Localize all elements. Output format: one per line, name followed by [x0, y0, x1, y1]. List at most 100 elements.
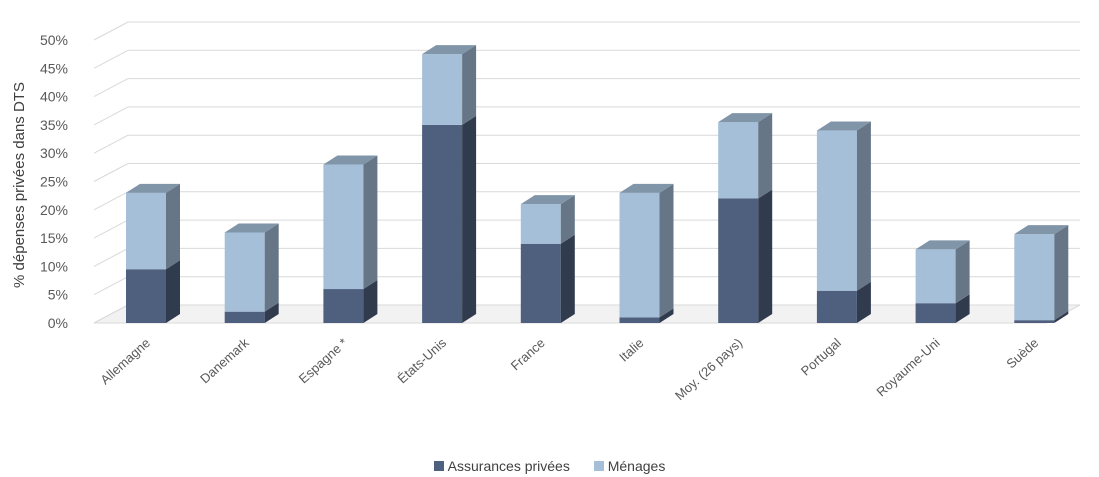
bar-top [619, 183, 674, 193]
bar-side [560, 195, 575, 244]
bar-segment [323, 155, 378, 290]
y-tick-label: 50% [40, 32, 68, 48]
x-category-label: Portugal [798, 335, 844, 379]
bar-side [560, 234, 575, 323]
y-tick-label: 25% [40, 174, 68, 190]
bar-front [422, 54, 463, 125]
bar-side [758, 189, 773, 323]
gridline-depth [93, 21, 129, 41]
bar-side [264, 223, 279, 312]
x-category-label: Suède [1003, 335, 1041, 371]
bar-top [816, 121, 871, 131]
x-category-label: Italie [616, 335, 646, 365]
gridline-depth [93, 49, 129, 69]
x-category-label: Danemark [197, 335, 252, 387]
bar-side [264, 302, 279, 323]
bar-top [915, 240, 970, 250]
legend-swatch-menages [593, 461, 604, 471]
gridline-depth [93, 78, 129, 98]
bar-front [520, 204, 561, 244]
gridline-depth [93, 191, 129, 211]
bar-front [1014, 320, 1055, 323]
bars [126, 45, 1069, 324]
bar-segment [915, 294, 970, 323]
bar-side [166, 260, 180, 323]
bar-top [718, 113, 773, 123]
bar-segment [422, 45, 477, 125]
bar-side [1054, 225, 1069, 321]
gridline-depth [93, 163, 129, 182]
bar-front [323, 164, 364, 290]
gridline-depth [93, 134, 129, 154]
gridlines [93, 21, 1080, 324]
bar-front [520, 243, 561, 323]
legend: Assurances privées Ménages [0, 458, 1099, 474]
bar-top [323, 155, 378, 165]
bar-segment [1014, 225, 1069, 321]
y-tick-label: 10% [40, 258, 68, 274]
bar-front [619, 317, 660, 323]
bar-segment [816, 121, 871, 291]
gridline-depth [93, 247, 129, 267]
bar-segment [718, 189, 773, 323]
y-tick-label: 35% [40, 117, 68, 133]
bar-side [462, 45, 477, 125]
bar-top [520, 195, 575, 205]
bar-top [1014, 225, 1069, 235]
bar-front [224, 232, 265, 312]
bar-segment [619, 183, 674, 318]
bar-side [1054, 311, 1069, 323]
bar-segment [520, 234, 575, 323]
x-category-label: Moy. (26 pays) [672, 335, 745, 403]
x-category-label: France [508, 335, 548, 373]
bar-front [224, 311, 265, 323]
bar-segment [126, 260, 180, 323]
bar-front [816, 290, 857, 323]
bar-side [659, 183, 674, 318]
bar-side [462, 115, 477, 324]
x-category-label: États-Unis [395, 335, 450, 387]
y-axis-ticks: 0% 5% 10% 15% 20% 25% 30% 35% 40% 45% 50% [40, 32, 68, 331]
bar-front [323, 289, 364, 323]
bar-side [363, 155, 378, 290]
bar-side [363, 280, 378, 323]
bar-segment [718, 113, 773, 199]
bar-segment [422, 115, 477, 324]
bar-side [166, 183, 180, 270]
y-tick-label: 0% [48, 315, 68, 331]
bar-segment [816, 281, 871, 323]
bar-front [1014, 234, 1055, 321]
y-tick-label: 40% [40, 89, 68, 105]
legend-label-assurances: Assurances privées [447, 458, 570, 474]
legend-swatch-assurances [433, 461, 444, 471]
gridline-depth [93, 106, 129, 126]
bar-segment [224, 223, 279, 312]
y-tick-label: 45% [40, 60, 68, 76]
y-tick-label: 20% [40, 202, 68, 218]
bar-segment [619, 308, 674, 323]
bar-side [955, 294, 970, 323]
bar-front [915, 303, 956, 323]
bar-front [718, 198, 759, 323]
bar-segment [323, 280, 378, 323]
x-category-label: Allemagne [97, 335, 153, 387]
x-category-label: Espagne * [296, 335, 351, 386]
bar-side [955, 240, 970, 304]
bar-top [224, 223, 279, 233]
bar-front [619, 192, 660, 318]
gridline-depth [93, 219, 129, 239]
y-axis-label: % dépenses privées dans DTS [11, 82, 28, 288]
bar-side [856, 281, 871, 323]
bar-segment [915, 240, 970, 304]
bar-segment [224, 302, 279, 323]
bar-top [422, 45, 477, 55]
legend-item-assurances: Assurances privées [433, 458, 570, 474]
bar-front [718, 122, 759, 199]
x-category-label: Royaume-Uni [874, 335, 943, 399]
legend-item-menages: Ménages [593, 458, 665, 474]
bar-front [816, 130, 857, 291]
bar-top [126, 183, 180, 193]
y-tick-label: 30% [40, 145, 68, 161]
bar-front [422, 124, 463, 324]
